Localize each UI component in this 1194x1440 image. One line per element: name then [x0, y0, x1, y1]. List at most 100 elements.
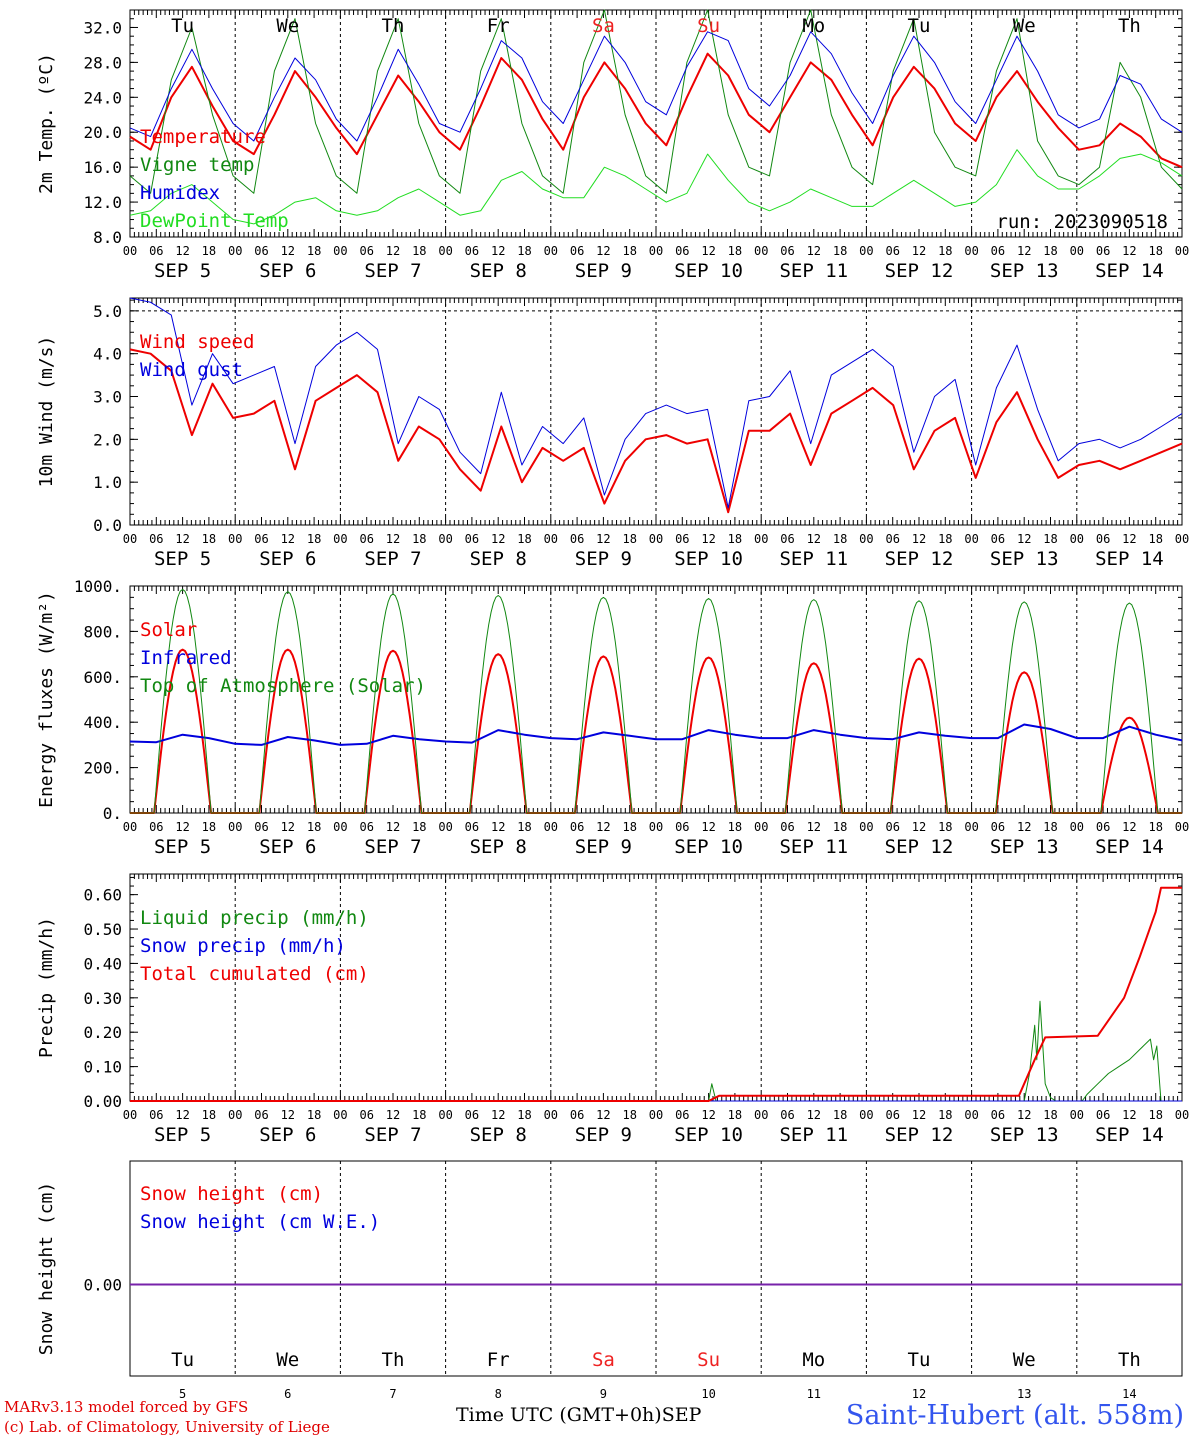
day-label: SEP 12: [885, 836, 954, 858]
hour-tick-label: 12: [175, 820, 189, 834]
day-number-label: 11: [807, 1387, 821, 1401]
legend-entry: Snow precip (mm/h): [140, 935, 346, 957]
legend-entry: Liquid precip (mm/h): [140, 907, 369, 929]
hour-tick-label: 12: [1017, 820, 1031, 834]
hour-tick-label: 00: [1070, 244, 1084, 258]
hour-tick-label: 00: [649, 532, 663, 546]
y-tick-label: 24.0: [83, 88, 122, 107]
day-number-label: 8: [495, 1387, 502, 1401]
hour-tick-label: 06: [675, 820, 689, 834]
hour-tick-label: 18: [202, 820, 216, 834]
hour-tick-label: 06: [1096, 820, 1110, 834]
hour-tick-label: 06: [149, 1108, 163, 1122]
hour-tick-label: 18: [728, 244, 742, 258]
hour-tick-label: 00: [1175, 820, 1189, 834]
y-tick-label: 32.0: [83, 18, 122, 37]
hour-tick-label: 00: [123, 244, 137, 258]
day-label: SEP 10: [674, 1124, 743, 1146]
hour-tick-label: 18: [307, 820, 321, 834]
weekday-label: Su: [697, 15, 720, 37]
y-tick-label: 0.0: [93, 516, 122, 535]
y-tick-label: 20.0: [83, 123, 122, 142]
day-label: SEP 8: [470, 1124, 527, 1146]
hour-tick-label: 00: [964, 532, 978, 546]
series-top-of-atmosphere-solar: [130, 588, 1182, 814]
day-label: SEP 14: [1095, 548, 1164, 570]
hour-tick-label: 00: [333, 532, 347, 546]
hour-tick-label: 06: [885, 820, 899, 834]
hour-tick-label: 18: [728, 532, 742, 546]
day-label: SEP 6: [259, 836, 316, 858]
hour-tick-label: 18: [202, 244, 216, 258]
hour-tick-label: 12: [281, 820, 295, 834]
y-tick-label: 0.30: [83, 989, 122, 1008]
hour-tick-label: 00: [333, 244, 347, 258]
y-tick-label: 28.0: [83, 53, 122, 72]
hour-tick-label: 12: [912, 244, 926, 258]
day-label: SEP 7: [364, 548, 421, 570]
hour-tick-label: 12: [1017, 244, 1031, 258]
hour-tick-label: 12: [175, 532, 189, 546]
hour-tick-label: 06: [675, 244, 689, 258]
weekday-label: Mo: [802, 1349, 825, 1371]
hour-tick-label: 12: [1017, 532, 1031, 546]
hour-tick-label: 06: [991, 532, 1005, 546]
weekday-label: Tu: [908, 1349, 931, 1371]
hour-tick-label: 18: [622, 532, 636, 546]
hour-tick-label: 00: [544, 820, 558, 834]
day-number-label: 14: [1122, 1387, 1136, 1401]
legend-entry: Temperature: [140, 126, 266, 148]
day-label: SEP 9: [575, 548, 632, 570]
y-tick-label: 800.: [83, 622, 122, 641]
hour-tick-label: 00: [438, 532, 452, 546]
hour-tick-label: 12: [281, 532, 295, 546]
hour-tick-label: 12: [491, 820, 505, 834]
hour-tick-label: 06: [1096, 244, 1110, 258]
weekday-label: Tu: [171, 15, 194, 37]
y-tick-label: 0.60: [83, 886, 122, 905]
y-axis-label: 10m Wind (m/s): [36, 336, 57, 488]
hour-tick-label: 00: [649, 820, 663, 834]
day-label: SEP 11: [779, 260, 848, 282]
hour-tick-label: 06: [991, 1108, 1005, 1122]
hour-tick-label: 00: [123, 1108, 137, 1122]
hour-tick-label: 12: [701, 244, 715, 258]
hour-tick-label: 00: [1175, 244, 1189, 258]
series-humidex: [129, 31, 1183, 142]
y-tick-label: 0.50: [83, 920, 122, 939]
hour-tick-label: 18: [1148, 532, 1162, 546]
run-annotation: run: 2023090518: [996, 211, 1168, 233]
y-tick-label: 600.: [83, 668, 122, 687]
hour-tick-label: 00: [228, 1108, 242, 1122]
hour-tick-label: 06: [780, 532, 794, 546]
day-label: SEP 11: [779, 1124, 848, 1146]
day-number-label: 10: [701, 1387, 715, 1401]
hour-tick-label: 06: [780, 1108, 794, 1122]
hour-tick-label: 06: [1096, 532, 1110, 546]
hour-tick-label: 00: [1070, 1108, 1084, 1122]
hour-tick-label: 18: [202, 532, 216, 546]
hour-tick-label: 12: [281, 1108, 295, 1122]
day-label: SEP 9: [575, 1124, 632, 1146]
hour-tick-label: 18: [307, 244, 321, 258]
day-number-label: 9: [600, 1387, 607, 1401]
hour-tick-label: 06: [465, 244, 479, 258]
credit-line-2: (c) Lab. of Climatology, University of L…: [4, 1418, 330, 1436]
hour-tick-label: 00: [544, 244, 558, 258]
hour-tick-label: 00: [1070, 820, 1084, 834]
y-tick-label: 3.0: [93, 388, 122, 407]
legend-entry: Wind gust: [140, 359, 243, 381]
y-tick-label: 400.: [83, 713, 122, 732]
y-tick-label: 0.00: [83, 1092, 122, 1111]
hour-tick-label: 06: [570, 532, 584, 546]
hour-tick-label: 12: [386, 532, 400, 546]
y-axis-label: Precip (mm/h): [36, 917, 57, 1058]
hour-tick-label: 18: [728, 1108, 742, 1122]
hour-tick-label: 00: [754, 532, 768, 546]
panel-4: 00 06 12 18 SEP 5 00 06 12 18 SEP 6 00 06 12 18 SEP 7 0…: [36, 873, 1189, 1146]
hour-tick-label: 00: [649, 244, 663, 258]
day-label: SEP 7: [364, 260, 421, 282]
weekday-label: Tu: [171, 1349, 194, 1371]
hour-tick-label: 00: [859, 532, 873, 546]
legend-entry: Vigne temp: [140, 154, 254, 176]
